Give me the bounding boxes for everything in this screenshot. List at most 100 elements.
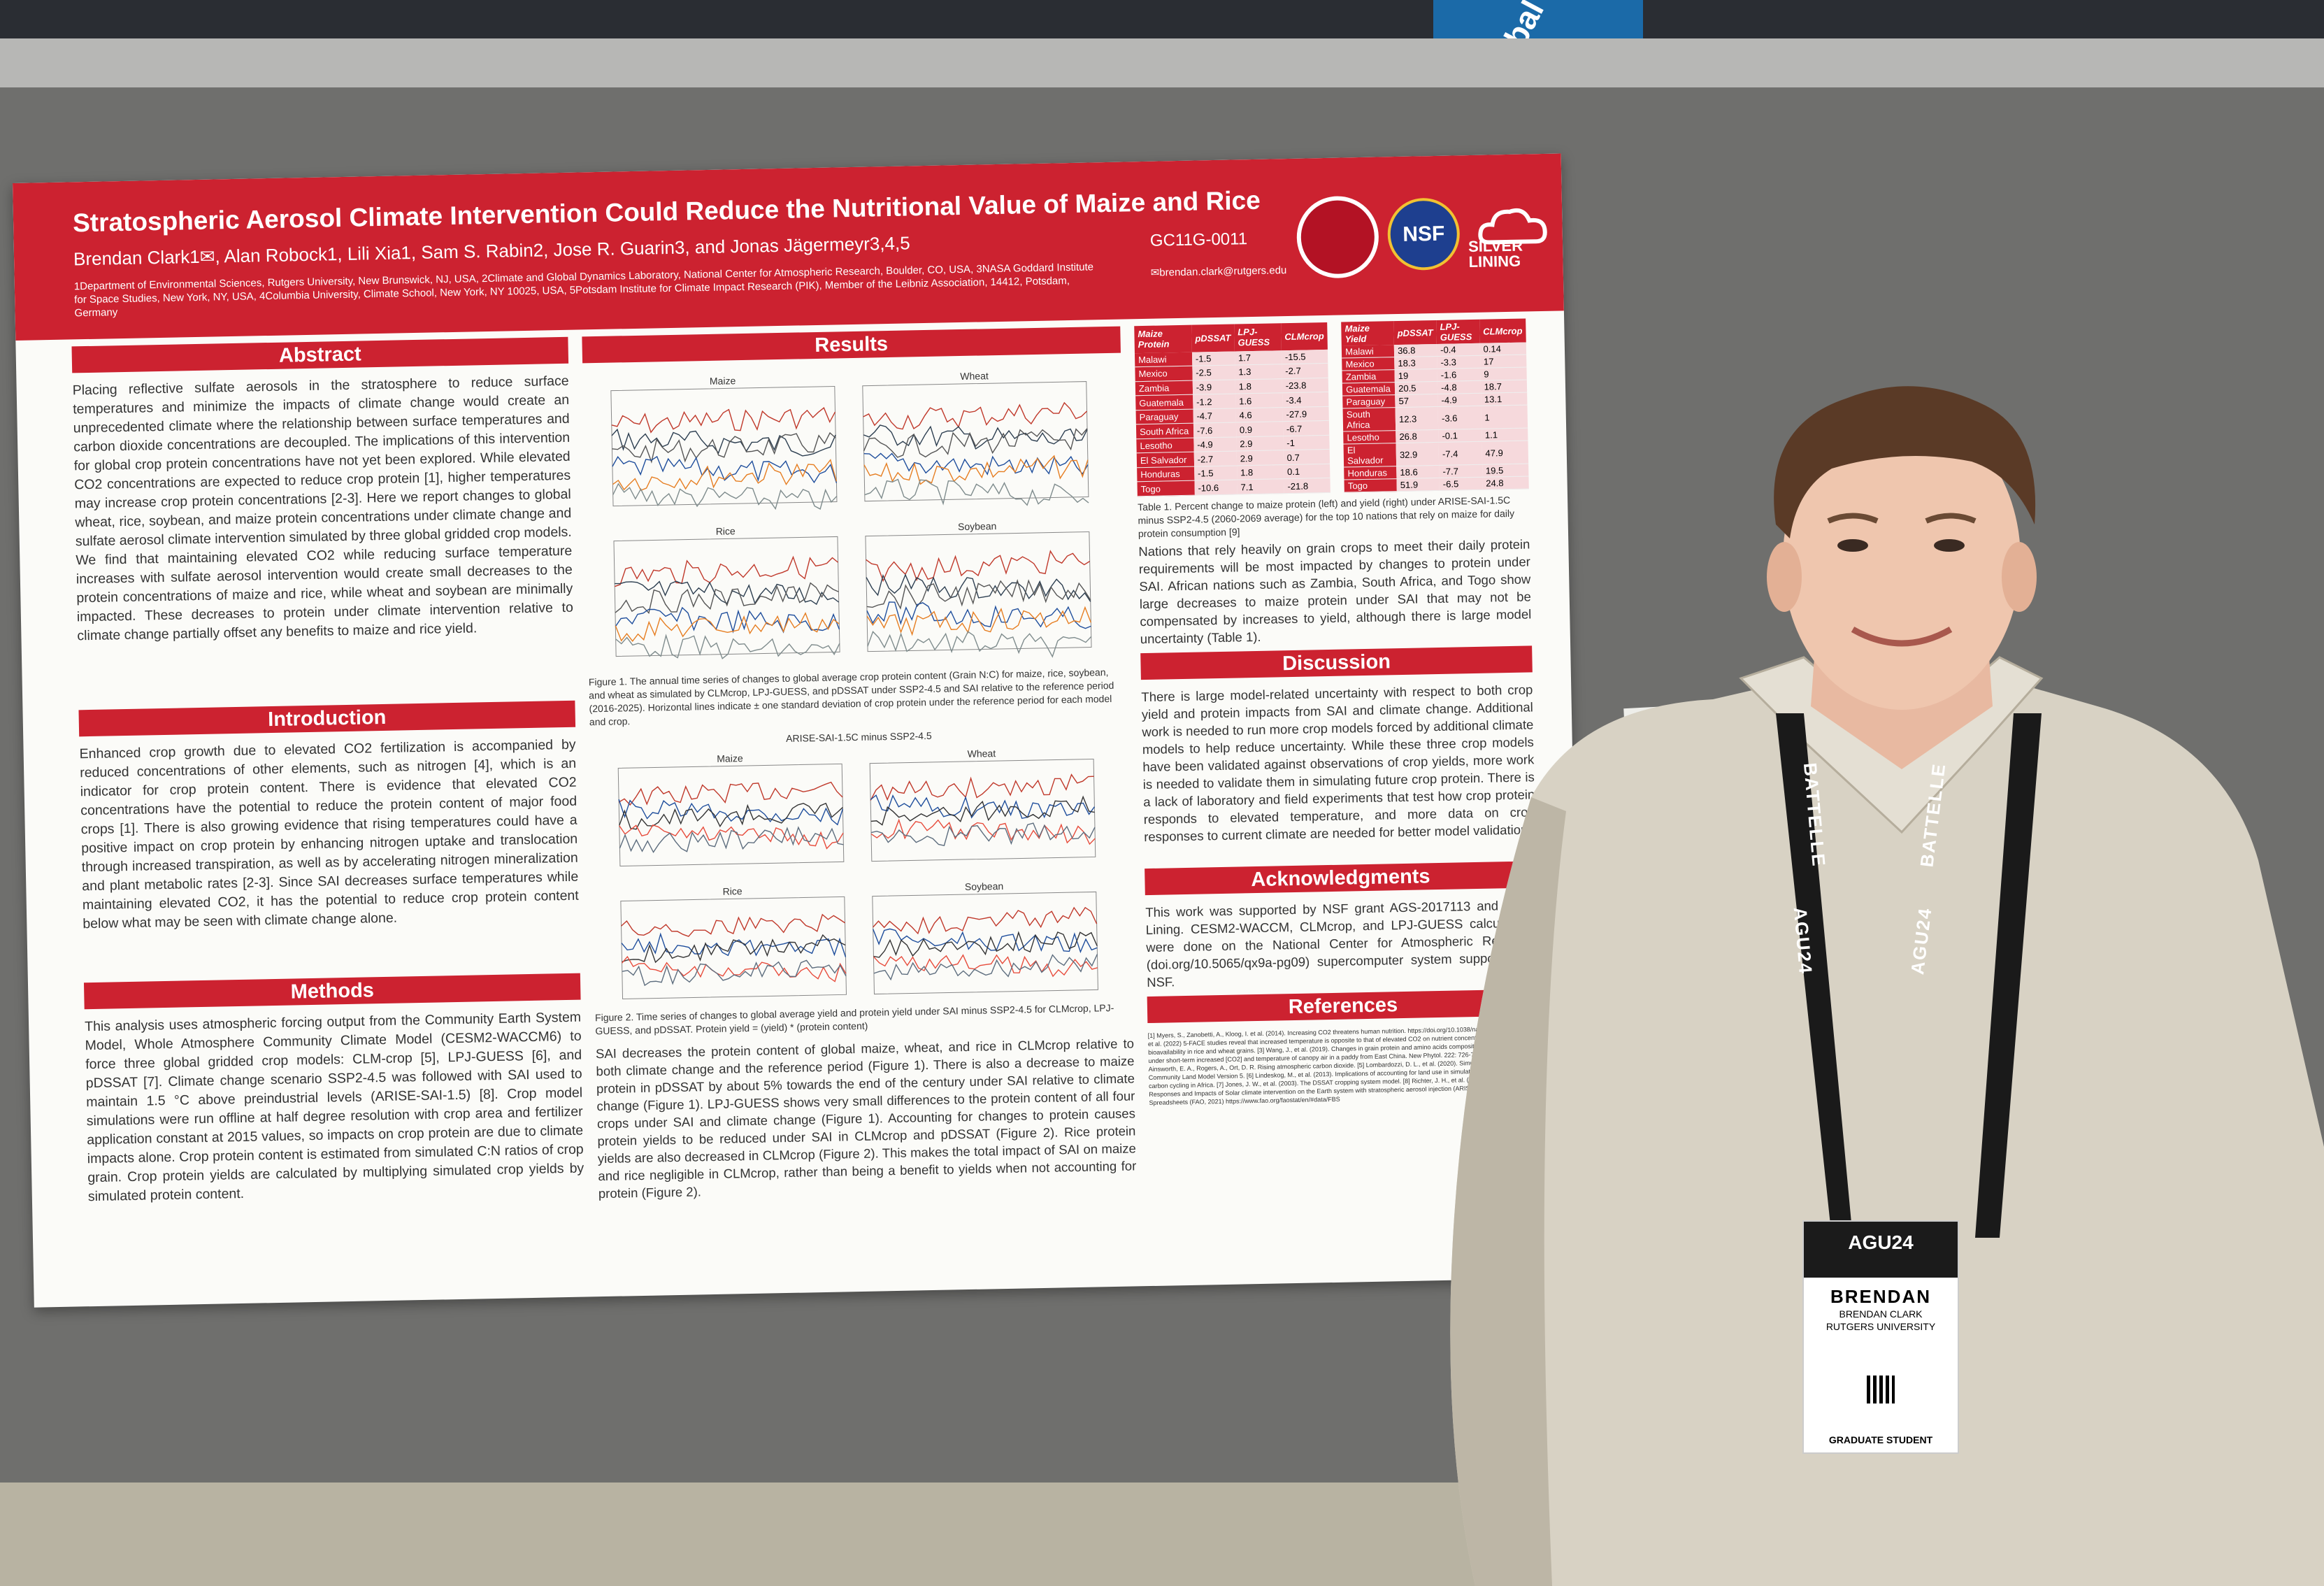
yield-table-cell: Paraguay bbox=[1342, 394, 1396, 409]
panel-frame bbox=[617, 763, 845, 867]
board-frame bbox=[0, 38, 2324, 91]
badge-organization: RUTGERS UNIVERSITY bbox=[1826, 1321, 1936, 1332]
table-row: Togo -10.6 7.1 -21.8 bbox=[1137, 478, 1331, 496]
series-line bbox=[873, 954, 1098, 978]
protein-table-cell: -1.5 bbox=[1193, 465, 1238, 481]
protein-table-cell: 1.8 bbox=[1235, 378, 1282, 394]
figure-2-yield-timeseries: Maize Wheat Rice Soybean bbox=[617, 748, 1098, 999]
protein-table-cell: -2.7 bbox=[1282, 363, 1328, 379]
protein-table-cell: -1 bbox=[1283, 435, 1330, 450]
protein-table-cell: 1.7 bbox=[1234, 350, 1282, 366]
yield-table-cell: 0.14 bbox=[1479, 342, 1527, 356]
section-introduction: Introduction bbox=[78, 700, 576, 737]
protein-table-cell: -21.8 bbox=[1284, 478, 1331, 494]
yield-table-cell: Lesotho bbox=[1343, 430, 1396, 445]
series-line bbox=[615, 634, 840, 659]
series-line bbox=[870, 794, 1095, 820]
panel-frame bbox=[872, 891, 1098, 995]
series-line bbox=[873, 906, 1098, 935]
protein-table-cell: -6.7 bbox=[1282, 420, 1330, 436]
protein-table-cell: 0.7 bbox=[1283, 449, 1330, 465]
panel-title: Maize bbox=[710, 375, 736, 387]
protein-table-cell: Lesotho bbox=[1136, 437, 1194, 454]
protein-table-cell: 1.3 bbox=[1235, 364, 1282, 380]
series-line bbox=[622, 934, 846, 964]
yield-table-cell: 18.3 bbox=[1394, 356, 1437, 370]
methods-text: This analysis uses atmospheric forcing o… bbox=[84, 1009, 584, 1205]
series-line bbox=[612, 459, 838, 492]
series-line bbox=[866, 601, 1091, 629]
panel-title: Maize bbox=[717, 752, 743, 764]
series-line bbox=[863, 401, 1088, 430]
panel-title: Rice bbox=[722, 885, 743, 897]
series-line bbox=[622, 955, 847, 983]
series-line bbox=[870, 822, 1096, 847]
series-line bbox=[615, 580, 840, 606]
protein-table-cell: -3.9 bbox=[1192, 379, 1235, 395]
panel-frame bbox=[620, 896, 847, 999]
protein-table-cell: -15.5 bbox=[1281, 349, 1328, 364]
name-badge: AGU24 BRENDAN BRENDAN CLARK RUTGERS UNIV… bbox=[1802, 1220, 1959, 1454]
yield-table-cell: South Africa bbox=[1342, 407, 1396, 432]
series-line bbox=[863, 428, 1088, 458]
ear-left bbox=[1767, 542, 1802, 612]
panel-title: Wheat bbox=[960, 370, 989, 382]
series-line bbox=[621, 913, 845, 937]
poster-affiliations: 1Department of Environmental Sciences, R… bbox=[73, 261, 1094, 320]
series-line bbox=[612, 431, 836, 464]
yield-table-header-0: Maize Yield bbox=[1341, 321, 1394, 346]
badge-header: AGU24 bbox=[1804, 1222, 1958, 1278]
protein-table-cell: 2.9 bbox=[1236, 436, 1284, 452]
series-line bbox=[612, 455, 838, 484]
protein-table-cell: 1.6 bbox=[1235, 392, 1283, 408]
yield-table-cell: Mexico bbox=[1342, 357, 1395, 371]
session-code: GC11G-0011 bbox=[1149, 229, 1248, 250]
protein-table-cell: Togo bbox=[1137, 480, 1195, 496]
protein-table-cell: 0.1 bbox=[1283, 464, 1330, 480]
badge-role: GRADUATE STUDENT bbox=[1828, 1434, 1933, 1445]
section-results: Results bbox=[582, 326, 1121, 364]
yield-table-cell: Guatemala bbox=[1342, 382, 1396, 396]
protein-table-header-3: CLMcrop bbox=[1281, 322, 1328, 350]
protein-table-cell: -3.4 bbox=[1282, 392, 1329, 408]
series-line bbox=[619, 826, 844, 854]
lanyard-left bbox=[1776, 713, 1853, 1238]
series-line bbox=[619, 824, 844, 850]
series-line bbox=[611, 407, 836, 434]
series-line bbox=[615, 606, 840, 634]
protein-table-cell: -10.6 bbox=[1194, 480, 1238, 496]
yield-table-cell: Honduras bbox=[1344, 466, 1397, 480]
protein-table-cell: El Salvador bbox=[1136, 452, 1194, 468]
yield-table-cell: Zambia bbox=[1342, 369, 1395, 384]
series-line bbox=[873, 954, 1098, 981]
qr-code-icon bbox=[1867, 1376, 1895, 1403]
panel-frame bbox=[862, 381, 1089, 502]
eye-left bbox=[1837, 539, 1868, 552]
series-line bbox=[621, 932, 847, 957]
series-line bbox=[612, 483, 838, 510]
series-line bbox=[614, 555, 839, 587]
figure-1-caption: Figure 1. The annual time series of chan… bbox=[588, 666, 1114, 728]
protein-table-cell: -4.7 bbox=[1193, 408, 1236, 424]
series-line bbox=[866, 578, 1091, 610]
face bbox=[1783, 409, 2021, 710]
panel-frame bbox=[865, 531, 1092, 652]
column-middle: Results Maize Wheat Rice Soybean Figure 1. … bbox=[582, 326, 1137, 1220]
protein-table-cell: Paraguay bbox=[1135, 408, 1193, 424]
protein-table-cell: -27.9 bbox=[1282, 406, 1330, 422]
badge-full-name: BRENDAN CLARK bbox=[1839, 1308, 1923, 1320]
protein-table-cell: Malawi bbox=[1134, 352, 1193, 367]
yield-table-header-1: pDSSAT bbox=[1393, 320, 1437, 345]
section-abstract: Abstract bbox=[71, 336, 569, 373]
protein-table-cell: -2.5 bbox=[1192, 365, 1235, 380]
panel-title: Soybean bbox=[958, 520, 997, 532]
series-line bbox=[870, 773, 1094, 801]
panel-title: Soybean bbox=[965, 880, 1004, 892]
protein-table-cell: -1.5 bbox=[1191, 351, 1235, 366]
silver-lining-cloud-logo bbox=[1478, 208, 1547, 245]
badge-name: BRENDAN bbox=[1830, 1286, 1931, 1307]
abstract-text: Placing reflective sulfate aerosols in t… bbox=[72, 373, 574, 644]
protein-table-header-2: LPJ-GUESS bbox=[1234, 323, 1282, 352]
series-line bbox=[873, 931, 1098, 958]
panel-title: Wheat bbox=[968, 748, 996, 759]
